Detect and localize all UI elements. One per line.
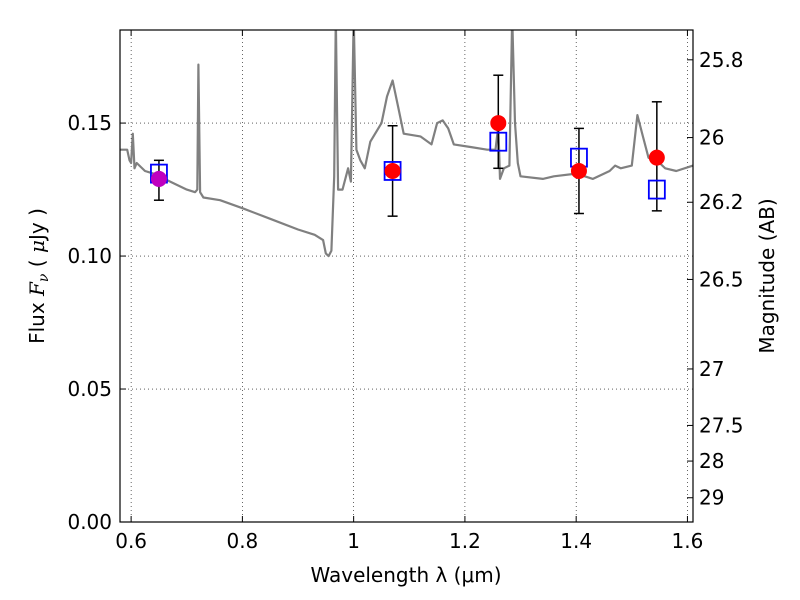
x-tick-label: 1.4	[560, 529, 592, 553]
x-tick-label: 0.6	[115, 529, 147, 553]
observed-flux-point	[384, 162, 401, 179]
observed-flux-point	[570, 162, 587, 179]
ticks-layer: 0.6 0.8 1 1.2 1.4 1.6 0.00 0.05 0.10 0.15 25.8 26 26…	[67, 30, 744, 553]
right-axis-title: Magnitude (AB)	[755, 198, 779, 353]
x-tick-label: 1.6	[672, 529, 704, 553]
spectrum-layer	[120, 30, 693, 258]
y-axis-label-part: F	[25, 281, 49, 297]
right-tick-label: 26	[699, 126, 724, 150]
right-tick-label: 27	[699, 357, 724, 381]
right-tick-label: 28	[699, 449, 724, 473]
y-axis-label-part: ν	[36, 273, 52, 282]
y-axis-label-part: (	[25, 253, 49, 274]
y-axis-label: Flux Fν ( μJy )	[25, 208, 52, 344]
grid	[120, 30, 693, 523]
x-tick-label: 1.2	[449, 529, 481, 553]
points-layer	[150, 74, 666, 217]
right-tick-label: 29	[699, 486, 724, 510]
right-tick-label: 26.5	[699, 267, 744, 291]
x-axis-label: Wavelength λ (μm)	[310, 563, 501, 587]
y-axis-label-part: Flux	[25, 296, 49, 344]
x-tick-label: 1	[347, 529, 360, 553]
y-axis-label-part: Jy )	[25, 208, 49, 242]
y-tick-label: 0.10	[67, 244, 112, 268]
x-tick-label: 0.8	[226, 529, 258, 553]
y-tick-label: 0.05	[67, 377, 112, 401]
model-flux-square	[489, 131, 508, 152]
y-axis-label-part: μ	[25, 240, 49, 253]
observed-flux-point	[150, 170, 167, 187]
plot-frame	[119, 29, 694, 523]
model-spectrum-line	[120, 30, 693, 258]
observed-flux-point	[490, 115, 507, 132]
right-tick-label: 27.5	[699, 413, 744, 437]
right-tick-label: 25.8	[699, 48, 744, 72]
right-axis-label: Magnitude (AB)	[755, 198, 779, 353]
y-tick-label: 0.00	[67, 510, 112, 534]
y-axis-title: Flux Fν ( μJy )	[25, 208, 52, 344]
y-tick-label: 0.15	[67, 111, 112, 135]
right-tick-label: 26.2	[699, 190, 744, 214]
observed-flux-point	[648, 149, 665, 166]
model-flux-square	[647, 179, 666, 200]
